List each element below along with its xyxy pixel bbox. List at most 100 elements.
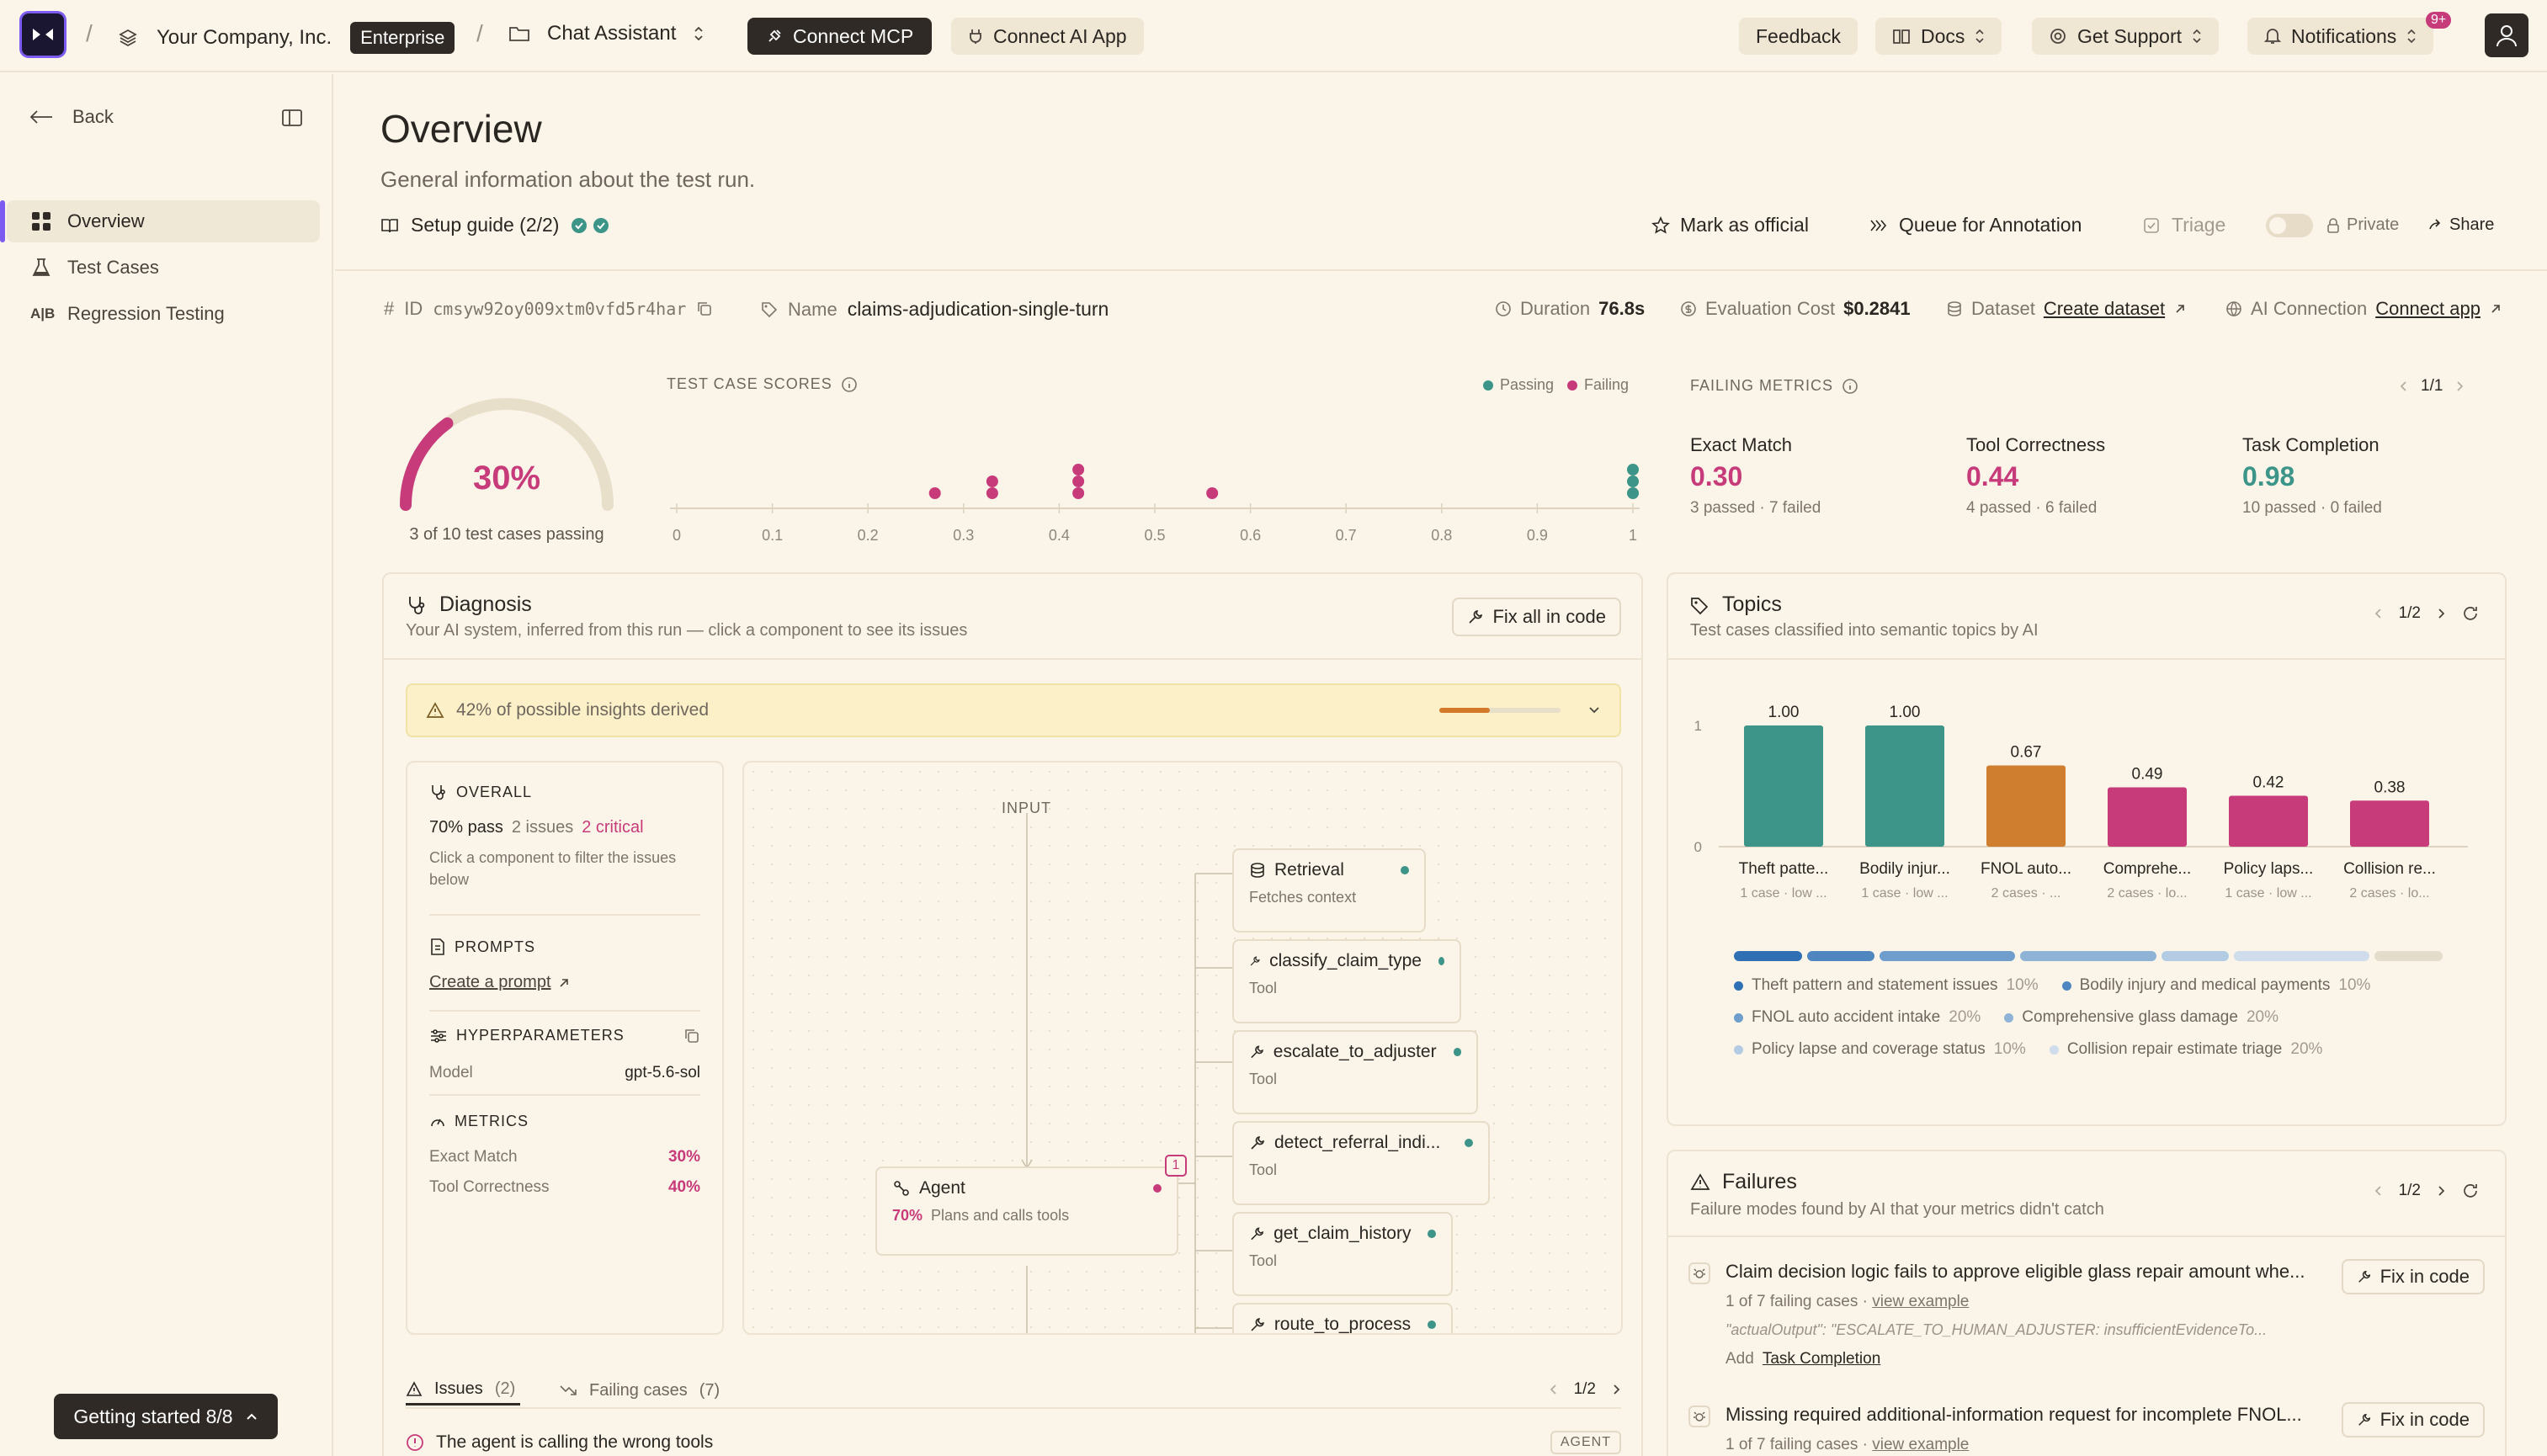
failure-item[interactable]: Missing required additional-information … [1688, 1402, 2485, 1456]
metric-row[interactable]: Tool Correctness 40% [429, 1178, 700, 1197]
sidebar-item-overview[interactable]: Overview [7, 200, 320, 242]
refresh-icon[interactable] [2461, 604, 2480, 623]
topic-legend-item[interactable]: FNOL auto accident intake 20% [1734, 1008, 1981, 1027]
topic-distribution-segment[interactable] [2374, 951, 2443, 961]
agent-issue-badge[interactable]: 1 [1165, 1155, 1187, 1177]
app-logo[interactable] [22, 13, 64, 56]
setup-guide-button[interactable]: Setup guide (2/2) [380, 214, 609, 236]
topic-bar[interactable] [1744, 725, 1823, 847]
connect-app-link[interactable]: Connect app [2375, 298, 2481, 319]
info-icon[interactable] [1842, 378, 1858, 395]
chevron-right-icon[interactable] [2454, 380, 2465, 393]
agent-node[interactable]: Agent 70% Plans and calls tools [875, 1166, 1178, 1256]
triage-button[interactable]: Triage [2143, 214, 2225, 236]
create-dataset-link[interactable]: Create dataset [2043, 298, 2166, 319]
issue-row[interactable]: The agent is calling the wrong tools AGE… [406, 1431, 1621, 1454]
test-case-score-point[interactable] [1072, 476, 1085, 487]
share-button[interactable]: Share [2427, 215, 2494, 235]
sidebar-item-test-cases[interactable]: Test Cases [7, 247, 320, 289]
topic-bar[interactable] [2229, 795, 2308, 847]
fix-all-in-code-button[interactable]: Fix all in code [1452, 598, 1621, 636]
view-example-link[interactable]: view example [1872, 1293, 1970, 1310]
chevron-left-icon[interactable] [2374, 607, 2384, 620]
queue-annotation-button[interactable]: Queue for Annotation [1869, 214, 2082, 236]
scores-tick-label: 0.7 [1336, 527, 1357, 544]
connect-mcp-button[interactable]: Connect MCP [747, 18, 933, 55]
user-avatar[interactable] [2485, 13, 2528, 57]
topic-legend-item[interactable]: Theft pattern and statement issues 10% [1734, 976, 2039, 995]
graph-node-escalate-to-adjuster[interactable]: escalate_to_adjuster Tool [1232, 1030, 1478, 1114]
chevron-right-icon[interactable] [2436, 1184, 2446, 1198]
connect-ai-app-button[interactable]: Connect AI App [951, 18, 1144, 55]
topic-bar[interactable] [1986, 765, 2066, 847]
test-case-score-point[interactable] [1627, 476, 1639, 487]
chevron-right-icon[interactable] [1611, 1383, 1621, 1396]
metric-row[interactable]: Exact Match 30% [429, 1148, 700, 1166]
info-icon[interactable] [841, 376, 858, 393]
topic-legend-dot [1734, 1012, 1743, 1023]
mark-official-button[interactable]: Mark as official [1651, 214, 1809, 236]
failure-item[interactable]: Claim decision logic fails to approve el… [1688, 1259, 2485, 1385]
topic-bar[interactable] [2108, 787, 2187, 847]
topic-distribution-segment[interactable] [1806, 951, 1875, 961]
feedback-button[interactable]: Feedback [1739, 18, 1858, 55]
tab-failing-cases[interactable]: Failing cases (7) [559, 1375, 720, 1406]
graph-node-detect-referral[interactable]: detect_referral_indi... Tool [1232, 1121, 1490, 1205]
test-case-score-point[interactable] [1072, 487, 1085, 499]
topics-page: 1/2 [2398, 604, 2421, 622]
metric-task-completion[interactable]: Task Completion 0.98 10 passed · 0 faile… [2242, 434, 2382, 518]
test-case-score-point[interactable] [928, 487, 941, 499]
topic-distribution-segment[interactable] [2161, 951, 2230, 961]
topic-distribution-segment[interactable] [2020, 951, 2156, 961]
test-case-score-point[interactable] [1206, 487, 1219, 499]
topic-distribution-segment[interactable] [1734, 951, 1802, 961]
project-switcher[interactable]: Chat Assistant [508, 22, 705, 45]
test-case-score-point[interactable] [986, 476, 998, 487]
chevron-left-icon[interactable] [1549, 1383, 1559, 1396]
topic-bar[interactable] [1865, 725, 1944, 847]
copy-icon[interactable] [683, 1028, 700, 1044]
refresh-icon[interactable] [2461, 1182, 2480, 1200]
topic-legend-item[interactable]: Bodily injury and medical payments 10% [2061, 976, 2370, 995]
test-case-score-point[interactable] [1627, 464, 1639, 476]
graph-node-classify-claim-type[interactable]: classify_claim_type Tool [1232, 939, 1461, 1023]
graph-node-retrieval[interactable]: Retrieval Fetches context [1232, 848, 1426, 933]
test-case-score-point[interactable] [1072, 464, 1085, 476]
create-prompt-link[interactable]: Create a prompt [429, 973, 570, 992]
view-example-link[interactable]: view example [1872, 1436, 1970, 1453]
tab-issues[interactable]: Issues (2) [406, 1375, 521, 1406]
graph-node-route-to-process[interactable]: route_to_process [1232, 1303, 1453, 1333]
chevron-left-icon[interactable] [2374, 1184, 2384, 1198]
chevron-left-icon[interactable] [2399, 380, 2409, 393]
add-task-completion-link[interactable]: Task Completion [1762, 1350, 1881, 1368]
test-case-score-point[interactable] [986, 487, 998, 499]
topic-legend-item[interactable]: Collision repair estimate triage 20% [2049, 1040, 2322, 1059]
topic-distribution-segment[interactable] [1880, 951, 2016, 961]
fix-in-code-button[interactable]: Fix in code [2341, 1259, 2485, 1294]
metric-value: 40% [667, 1178, 700, 1196]
topic-distribution-segment[interactable] [2234, 951, 2370, 961]
metric-exact-match[interactable]: Exact Match 0.30 3 passed · 7 failed [1690, 434, 1821, 518]
topic-bar[interactable] [2350, 800, 2429, 847]
bell-icon [2264, 29, 2281, 44]
test-case-score-point[interactable] [1627, 487, 1639, 499]
chevron-right-icon[interactable] [2436, 607, 2446, 620]
back-button[interactable]: Back [29, 106, 114, 128]
docs-button[interactable]: Docs [1875, 18, 2002, 55]
get-support-button[interactable]: Get Support [2032, 18, 2220, 55]
insights-banner[interactable]: 42% of possible insights derived [406, 683, 1621, 737]
topic-legend-item[interactable]: Comprehensive glass damage 20% [2004, 1008, 2278, 1027]
collapse-sidebar-button[interactable] [281, 108, 303, 128]
sidebar-item-regression-testing[interactable]: A|B Regression Testing [7, 293, 320, 335]
graph-edges [1021, 813, 1232, 1333]
overall-title: OVERALL [456, 783, 533, 800]
breadcrumb-company[interactable]: Your Company, Inc. Enterprise [118, 22, 455, 54]
getting-started-button[interactable]: Getting started 8/8 [54, 1394, 278, 1439]
metric-tool-correctness[interactable]: Tool Correctness 0.44 4 passed · 6 faile… [1966, 434, 2105, 518]
fix-in-code-button[interactable]: Fix in code [2341, 1402, 2485, 1437]
notifications-button[interactable]: Notifications [2247, 18, 2434, 55]
graph-node-get-claim-history[interactable]: get_claim_history Tool [1232, 1212, 1453, 1296]
private-toggle[interactable] [2266, 214, 2313, 237]
topic-legend-item[interactable]: Policy lapse and coverage status 10% [1734, 1040, 2026, 1059]
copy-icon[interactable] [696, 300, 713, 317]
